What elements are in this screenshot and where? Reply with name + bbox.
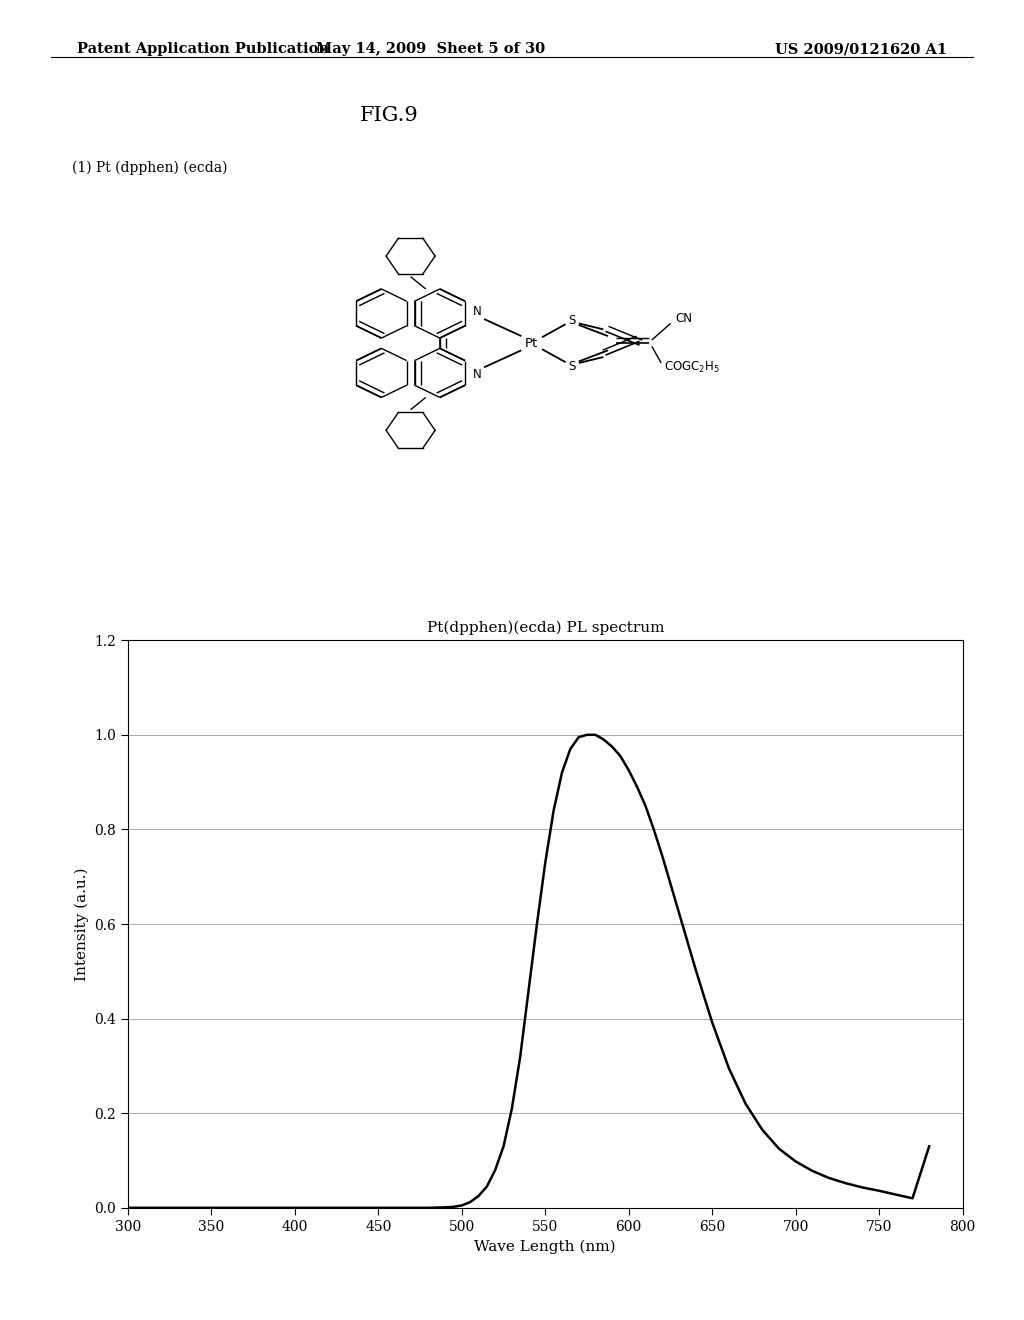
Text: CN: CN [676, 312, 692, 325]
Text: N: N [473, 305, 482, 318]
Text: US 2009/0121620 A1: US 2009/0121620 A1 [775, 42, 947, 57]
Text: May 14, 2009  Sheet 5 of 30: May 14, 2009 Sheet 5 of 30 [315, 42, 545, 57]
Y-axis label: Intensity (a.u.): Intensity (a.u.) [75, 867, 89, 981]
Text: FIG.9: FIG.9 [359, 106, 419, 124]
Text: (1) Pt (dpphen) (ecda): (1) Pt (dpphen) (ecda) [72, 161, 227, 176]
Text: COGC$_2$H$_5$: COGC$_2$H$_5$ [664, 360, 720, 375]
Title: Pt(dpphen)(ecda) PL spectrum: Pt(dpphen)(ecda) PL spectrum [427, 620, 664, 635]
Text: S: S [568, 359, 575, 372]
Text: S: S [568, 314, 575, 327]
Text: Pt: Pt [525, 337, 539, 350]
Text: Patent Application Publication: Patent Application Publication [77, 42, 329, 57]
X-axis label: Wave Length (nm): Wave Length (nm) [474, 1239, 616, 1254]
Text: N: N [473, 368, 482, 381]
